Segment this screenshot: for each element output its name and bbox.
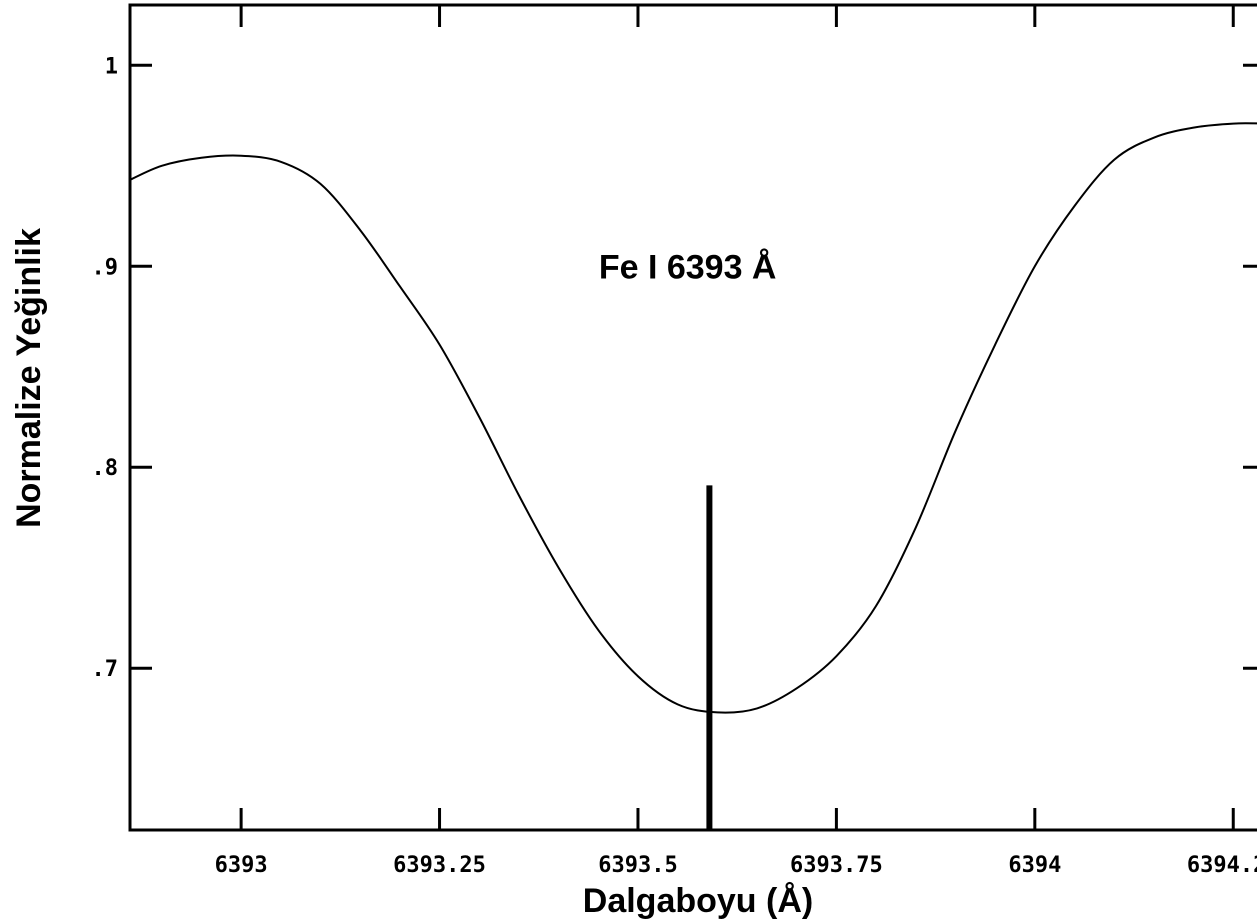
x-tick-label: 6393 xyxy=(215,853,268,878)
y-tick-label: .8 xyxy=(92,456,119,481)
x-tick-label: 6394.25 xyxy=(1187,853,1257,878)
y-axis-title: Normalize Yeğinlik xyxy=(10,228,48,528)
x-tick-label: 6393.5 xyxy=(598,853,677,878)
x-axis-title: Dalgaboyu (Å) xyxy=(583,882,813,920)
ticks-layer: 6393 6393.25 6393.5 6393.75 6394 6394.25 1 .9 .8… xyxy=(92,5,1257,878)
annotation-label: Fe I 6393 Å xyxy=(599,248,777,286)
x-tick-label: 6394 xyxy=(1008,853,1061,878)
y-tick-label: 1 xyxy=(105,54,118,79)
y-tick-label: .7 xyxy=(92,657,119,682)
spectrum-line xyxy=(129,122,1257,714)
x-tick-label: 6393.75 xyxy=(790,853,883,878)
x-tick-label: 6393.25 xyxy=(393,853,486,878)
plot-frame xyxy=(128,3,1257,832)
y-tick-label: .9 xyxy=(92,255,119,280)
